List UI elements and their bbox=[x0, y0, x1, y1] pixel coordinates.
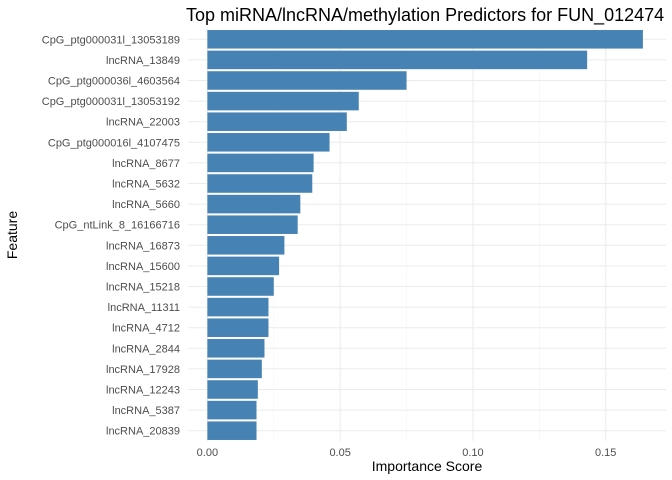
bar-lncRNA_4712 bbox=[207, 318, 269, 337]
feature-label: lncRNA_15218 bbox=[106, 282, 180, 294]
bar-lncRNA_15218 bbox=[207, 277, 274, 296]
y-axis-title: Feature bbox=[4, 211, 20, 259]
bar-lncRNA_8677 bbox=[207, 153, 314, 173]
bar-lncRNA_2844 bbox=[207, 339, 265, 358]
bar-lncRNA_17928 bbox=[207, 359, 262, 379]
bar-CpG_ptg000016l_4107475 bbox=[207, 133, 330, 152]
feature-label: CpG_ntLink_8_16166716 bbox=[55, 220, 180, 232]
feature-label: lncRNA_4712 bbox=[112, 323, 180, 335]
x-axis-title: Importance Score bbox=[372, 458, 483, 474]
bar-lncRNA_5387 bbox=[207, 400, 257, 420]
feature-label: lncRNA_5387 bbox=[112, 405, 180, 417]
x-tick-label: 0.15 bbox=[595, 447, 616, 459]
bar-CpG_ntLink_8_16166716 bbox=[207, 215, 298, 234]
bar-lncRNA_5632 bbox=[207, 174, 313, 193]
feature-label: CpG_ptg000016l_4107475 bbox=[48, 137, 180, 149]
x-tick-label: 0.10 bbox=[462, 447, 483, 459]
bar-lncRNA_16873 bbox=[207, 236, 285, 255]
bar-lncRNA_15600 bbox=[207, 256, 280, 276]
bar-lncRNA_22003 bbox=[207, 112, 347, 131]
feature-label: CpG_ptg000031l_13053192 bbox=[42, 96, 180, 108]
feature-label: CpG_ptg000031l_13053189 bbox=[42, 34, 180, 46]
feature-label: lncRNA_5660 bbox=[112, 199, 180, 211]
feature-label: lncRNA_12243 bbox=[106, 385, 180, 397]
bar-lncRNA_11311 bbox=[207, 297, 269, 317]
feature-tick-labels: CpG_ptg000031l_13053189 lncRNA_13849 CpG_p… bbox=[42, 34, 180, 437]
x-tick-label: 0.05 bbox=[329, 447, 350, 459]
grid-lines bbox=[188, 29, 666, 441]
x-tick-labels: 0.00 0.05 0.10 0.15 bbox=[197, 447, 617, 459]
bar-lncRNA_12243 bbox=[207, 380, 258, 399]
feature-label: lncRNA_5632 bbox=[112, 179, 180, 191]
bar-CpG_ptg000036l_4603564 bbox=[207, 71, 407, 90]
bar-CpG_ptg000031l_13053192 bbox=[207, 91, 359, 111]
feature-label: lncRNA_20839 bbox=[106, 426, 180, 438]
bar-lncRNA_13849 bbox=[207, 50, 588, 70]
feature-label: lncRNA_11311 bbox=[108, 302, 180, 314]
feature-label: lncRNA_17928 bbox=[106, 364, 180, 376]
feature-label: lncRNA_15600 bbox=[106, 261, 180, 273]
feature-label: CpG_ptg000036l_4603564 bbox=[48, 76, 180, 88]
bar-lncRNA_20839 bbox=[207, 421, 257, 440]
feature-label: lncRNA_2844 bbox=[112, 343, 180, 355]
bar-series bbox=[207, 30, 643, 440]
x-tick-label: 0.00 bbox=[197, 447, 218, 459]
feature-label: lncRNA_13849 bbox=[106, 55, 180, 67]
chart-title: Top miRNA/lncRNA/methylation Predictors … bbox=[186, 5, 664, 26]
feature-label: lncRNA_22003 bbox=[106, 117, 180, 129]
feature-label: lncRNA_16873 bbox=[106, 240, 180, 252]
bar-lncRNA_5660 bbox=[207, 194, 301, 214]
feature-label: lncRNA_8677 bbox=[112, 158, 180, 170]
bar-CpG_ptg000031l_13053189 bbox=[207, 30, 643, 49]
